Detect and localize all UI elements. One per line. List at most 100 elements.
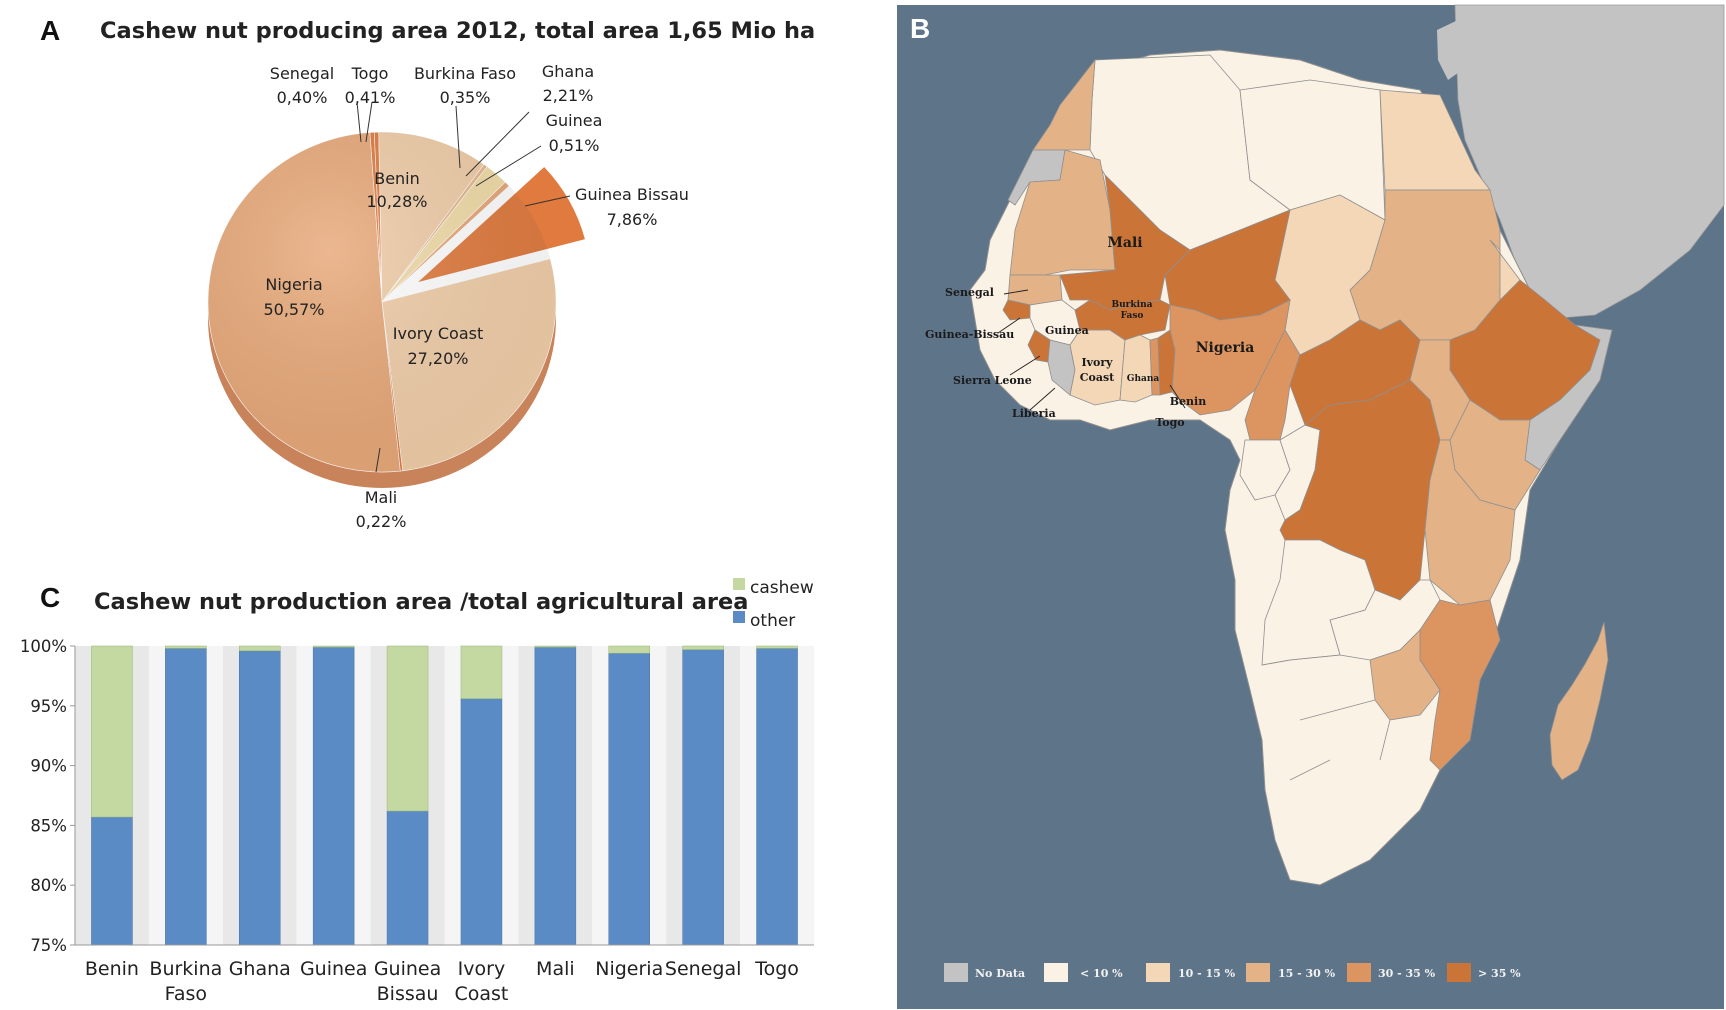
legend-label-cashew: cashew — [750, 578, 814, 598]
map-label-ivory: Ivory — [1081, 356, 1113, 369]
panel-letter-b: B — [910, 13, 930, 44]
x-category-label: Bissau — [377, 983, 439, 1005]
pie-label-guinea-name: Guinea — [546, 111, 603, 130]
x-category-label: Togo — [754, 958, 799, 980]
map-labels: Mali Senegal Burkina Faso Nigeria Guinea… — [925, 235, 1254, 429]
map-label-burkina: Burkina — [1112, 300, 1153, 310]
map-legend-label-gt35: > 35 % — [1478, 967, 1521, 980]
y-tick-label: 85% — [30, 816, 67, 835]
map-cameroon — [1244, 329, 1301, 441]
pie-label-ghana-value: 2,21% — [543, 86, 594, 105]
map-legend-swatch-gt35 — [1447, 963, 1471, 982]
pie-slices — [207, 131, 586, 473]
map-legend-label-15-30: 15 - 30 % — [1278, 967, 1336, 980]
map-sierra-leone — [1027, 329, 1051, 363]
y-tick-label: 95% — [30, 697, 67, 716]
map-legend-label-30-35: 30 - 35 % — [1378, 967, 1436, 980]
bar-cashew-ghana — [239, 645, 281, 652]
map-label-mali: Mali — [1107, 235, 1142, 251]
map-legend-swatch-10-15 — [1146, 963, 1170, 982]
map-label-benin: Benin — [1170, 395, 1206, 408]
map-burkina-faso — [1074, 299, 1171, 341]
pie-label-benin-name: Benin — [374, 169, 420, 188]
bar-title: Cashew nut production area /total agricu… — [94, 589, 748, 615]
bar-cashew-mali — [534, 645, 577, 648]
pie-label-guinea-bissau-value: 7,86% — [607, 210, 658, 229]
pie-label-nigeria-value: 50,57% — [263, 300, 324, 319]
pie-label-ivory-coast-value: 27,20% — [407, 349, 468, 368]
map-guinea-bissau — [1002, 299, 1031, 321]
x-category-label: Ghana — [229, 958, 291, 980]
pie-label-burkina-value: 0,35% — [440, 88, 491, 107]
x-category-label: Mali — [536, 958, 575, 980]
bar-other-mali — [534, 646, 577, 946]
map-legend-label-nodata: No Data — [975, 967, 1025, 980]
bar-cashew-guinea-bissau — [386, 645, 429, 812]
legend-swatch-other — [733, 611, 745, 623]
bar-cashew-guinea — [312, 645, 355, 648]
map-legend-swatch-nodata — [944, 963, 968, 982]
x-category-label: Senegal — [665, 958, 741, 980]
bar-other-guinea — [312, 646, 355, 946]
bar-x-labels: Benin Burkina Faso Ghana Guinea Guinea Bissau I… — [85, 958, 799, 1005]
map-label-senegal: Senegal — [945, 286, 994, 299]
pie-label-burkina-name: Burkina Faso — [414, 64, 516, 83]
bar-other-nigeria — [608, 652, 650, 946]
map-label-faso: Faso — [1121, 311, 1144, 321]
map-zimbabwe — [1369, 629, 1441, 721]
y-tick-label: 100% — [20, 637, 67, 656]
bar-other-guinea-bissau — [386, 810, 429, 946]
pie-label-guinea-value: 0,51% — [549, 136, 600, 155]
map-eritrea — [1489, 239, 1521, 301]
map-label-togo: Togo — [1155, 416, 1184, 429]
x-category-label: Nigeria — [595, 958, 663, 980]
bar-cashew-togo — [756, 645, 798, 649]
pie-label-nigeria-name: Nigeria — [265, 275, 322, 294]
y-tick-label: 80% — [30, 876, 67, 895]
x-category-label: Coast — [455, 983, 509, 1005]
x-category-label: Ivory — [458, 958, 506, 980]
bar-other-ivory-coast — [460, 698, 503, 946]
panel-a: A Cashew nut producing area 2012, total … — [40, 15, 815, 531]
x-category-label: Guinea — [374, 958, 441, 980]
map-border-lines — [1261, 654, 1391, 781]
legend-label-other: other — [750, 611, 795, 631]
map-tanzania — [1424, 439, 1516, 606]
map-madagascar — [1549, 621, 1609, 781]
y-tick-label: 75% — [30, 936, 67, 955]
map-legend-swatch-30-35 — [1347, 963, 1371, 982]
pie-label-senegal-value: 0,40% — [277, 88, 328, 107]
bar-marks — [91, 645, 798, 946]
bar-other-benin — [91, 816, 133, 946]
panel-b: B — [897, 4, 1725, 1009]
bar-cashew-burkina-faso — [165, 645, 207, 649]
pie-label-guinea-bissau-name: Guinea Bissau — [575, 185, 689, 204]
x-category-label: Benin — [85, 958, 139, 980]
pie-leader-lines — [356, 101, 571, 473]
map-angola — [1261, 539, 1376, 666]
pie-label-benin-value: 10,28% — [366, 192, 427, 211]
map-sinai — [1437, 20, 1462, 80]
map-label-guinea: Guinea — [1045, 324, 1089, 337]
pie-label-senegal-name: Senegal — [270, 64, 334, 83]
pie-label-ghana-name: Ghana — [542, 62, 594, 81]
map-label-sierra-leone: Sierra Leone — [953, 374, 1032, 387]
bar-cashew-nigeria — [608, 645, 650, 654]
y-tick-label: 90% — [30, 757, 67, 776]
pie-label-mali-value: 0,22% — [356, 512, 407, 531]
map-label-coast: Coast — [1080, 371, 1115, 384]
map-label-ghana: Ghana — [1127, 374, 1160, 384]
bar-other-burkina-faso — [165, 648, 207, 946]
panel-letter-a: A — [40, 15, 60, 46]
pie-label-togo-value: 0,41% — [345, 88, 396, 107]
panel-c: C Cashew nut production area /total agri… — [20, 578, 814, 1005]
map-legend-label-lt10: < 10 % — [1080, 967, 1123, 980]
bar-other-ghana — [239, 650, 281, 946]
legend-swatch-cashew — [733, 578, 745, 590]
bar-cashew-benin — [91, 645, 133, 818]
map-legend-label-10-15: 10 - 15 % — [1178, 967, 1236, 980]
panel-letter-c: C — [40, 582, 60, 613]
map-legend: No Data < 10 % 10 - 15 % 15 - 30 % 30 - … — [944, 963, 1521, 982]
pie-shading — [208, 132, 556, 472]
map-senegal — [1007, 274, 1063, 306]
